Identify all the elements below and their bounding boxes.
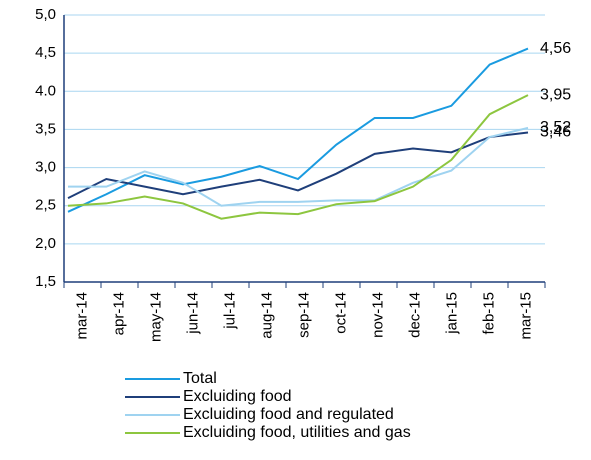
legend-label: Excluiding food, utilities and gas xyxy=(183,424,411,441)
x-tick-label: jun-14 xyxy=(184,292,201,335)
legend-label: Excluiding food and regulated xyxy=(183,406,394,423)
x-tick-label: may-14 xyxy=(147,292,164,342)
x-tick-label: feb-15 xyxy=(480,292,497,335)
y-tick-label: 3,0 xyxy=(35,159,56,176)
value-label: 3,46 xyxy=(540,124,571,141)
value-label: 3,95 xyxy=(540,86,571,103)
y-tick-label: 5,0 xyxy=(35,6,56,23)
series-line xyxy=(68,126,529,207)
y-tick-label: 3,5 xyxy=(35,120,56,137)
legend-label: Excluiding food xyxy=(183,388,292,405)
x-tick-label: aug-14 xyxy=(258,292,275,339)
y-tick-label: 4,5 xyxy=(35,44,56,61)
x-tick-label: dec-14 xyxy=(406,292,423,338)
y-tick-label: 2,5 xyxy=(35,197,56,214)
x-tick-label: sep-14 xyxy=(295,292,312,338)
x-tick-label: oct-14 xyxy=(332,292,349,334)
series-line xyxy=(67,94,529,220)
y-tick-label: 1,5 xyxy=(35,273,56,290)
value-label: 4,56 xyxy=(540,40,571,57)
x-tick-label: nov-14 xyxy=(369,292,386,338)
value-label: 3,52 xyxy=(540,119,571,136)
x-tick-label: jan-15 xyxy=(443,292,460,335)
x-tick-label: jul-14 xyxy=(221,292,238,330)
y-tick-label: 2,0 xyxy=(35,235,56,252)
x-tick-label: apr-14 xyxy=(110,292,127,335)
legend-label: Total xyxy=(183,370,217,387)
x-tick-label: mar-15 xyxy=(517,292,534,340)
series-line xyxy=(67,131,529,199)
y-tick-label: 4.0 xyxy=(35,82,56,99)
x-tick-label: mar-14 xyxy=(73,292,90,340)
series-line xyxy=(67,47,529,213)
